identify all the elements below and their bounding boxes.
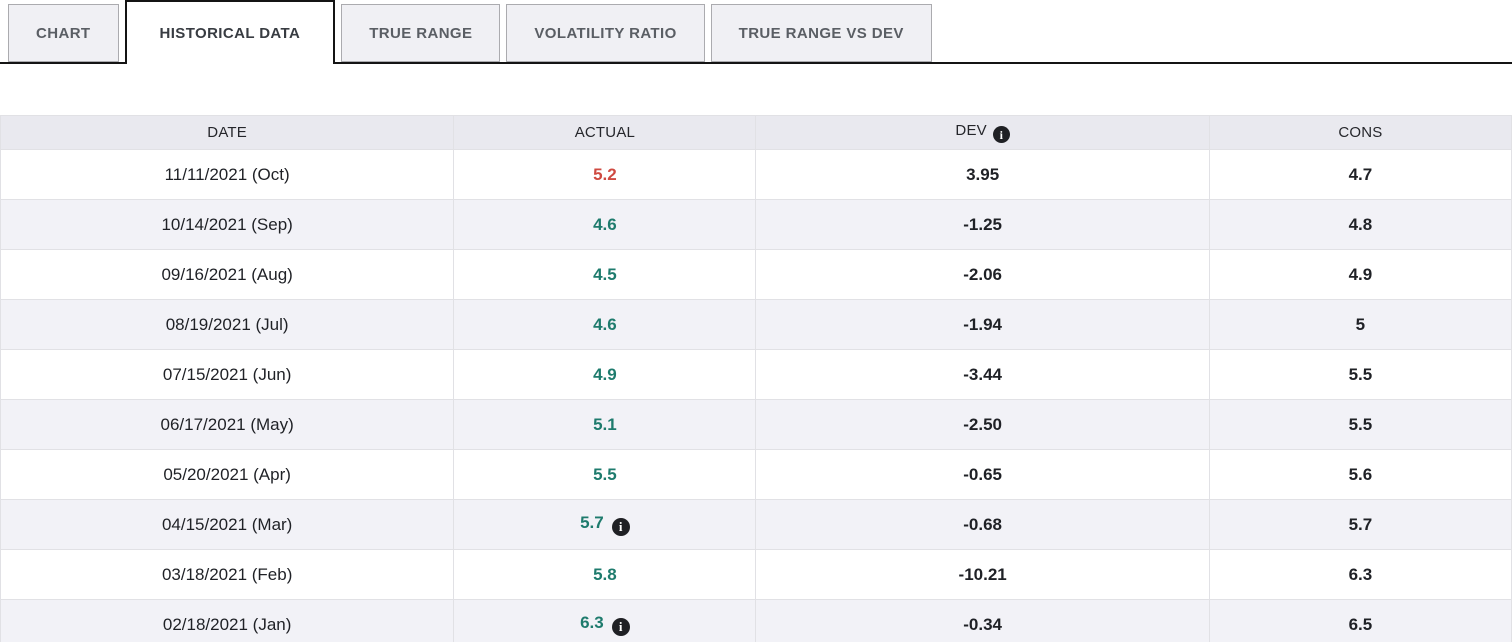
table-row: 06/17/2021 (May) 5.1 -2.50 5.5 [0, 399, 1512, 450]
column-header-actual-label: ACTUAL [574, 124, 636, 141]
cons-cell: 4.7 [1208, 149, 1512, 200]
dev-cell: -2.06 [755, 249, 1210, 300]
dev-cell: -10.21 [755, 549, 1210, 600]
column-header-actual: ACTUAL [453, 115, 757, 150]
actual-cell: 5.1 [453, 399, 757, 450]
cons-cell: 5.5 [1208, 349, 1512, 400]
actual-cell: 4.6 [453, 199, 757, 250]
table-row: 09/16/2021 (Aug) 4.5 -2.06 4.9 [0, 249, 1512, 300]
tab-bar: CHART HISTORICAL DATA TRUE RANGE VOLATIL… [0, 0, 1512, 64]
tab-historical-data[interactable]: HISTORICAL DATA [124, 0, 336, 64]
cons-cell: 5.5 [1208, 399, 1512, 450]
actual-cell: 5.7 i [453, 499, 757, 550]
tab-volatility-ratio[interactable]: VOLATILITY RATIO [506, 4, 705, 62]
actual-cell: 6.3 i [453, 599, 757, 642]
actual-cell: 4.6 [453, 299, 757, 350]
actual-cell: 5.5 [453, 449, 757, 500]
table-row: 11/11/2021 (Oct) 5.2 3.95 4.7 [0, 149, 1512, 200]
date-cell: 03/18/2021 (Feb) [0, 549, 455, 600]
cons-cell: 5.6 [1208, 449, 1512, 500]
cons-cell: 4.9 [1208, 249, 1512, 300]
cons-cell: 6.3 [1208, 549, 1512, 600]
column-header-cons-label: CONS [1338, 124, 1383, 141]
table-header-row: DATE ACTUAL DEV i CONS [0, 115, 1512, 150]
actual-info-icon[interactable]: i [611, 517, 630, 536]
column-header-date-label: DATE [207, 124, 247, 141]
actual-cell: 5.8 [453, 549, 757, 600]
date-cell: 10/14/2021 (Sep) [0, 199, 455, 250]
historical-data-table: DATE ACTUAL DEV i CONS 11/11/2021 (Oct) 5… [0, 115, 1512, 642]
dev-cell: 3.95 [755, 149, 1210, 200]
column-header-date: DATE [0, 115, 455, 150]
dev-cell: -1.94 [755, 299, 1210, 350]
date-cell: 02/18/2021 (Jan) [0, 599, 455, 642]
date-cell: 07/15/2021 (Jun) [0, 349, 455, 400]
dev-cell: -0.65 [755, 449, 1210, 500]
table-row: 05/20/2021 (Apr) 5.5 -0.65 5.6 [0, 449, 1512, 500]
cons-cell: 6.5 [1208, 599, 1512, 642]
actual-cell: 4.9 [453, 349, 757, 400]
dev-cell: -3.44 [755, 349, 1210, 400]
dev-cell: -2.50 [755, 399, 1210, 450]
actual-info-icon[interactable]: i [611, 617, 630, 636]
date-cell: 11/11/2021 (Oct) [0, 149, 455, 200]
table-row: 04/15/2021 (Mar) 5.7 i -0.68 5.7 [0, 499, 1512, 550]
dev-cell: -1.25 [755, 199, 1210, 250]
table-row: 03/18/2021 (Feb) 5.8 -10.21 6.3 [0, 549, 1512, 600]
date-cell: 09/16/2021 (Aug) [0, 249, 455, 300]
column-header-dev-label: DEV [955, 121, 987, 139]
cons-cell: 5 [1208, 299, 1512, 350]
dev-cell: -0.68 [755, 499, 1210, 550]
cons-cell: 5.7 [1208, 499, 1512, 550]
date-cell: 08/19/2021 (Jul) [0, 299, 455, 350]
dev-cell: -0.34 [755, 599, 1210, 642]
date-cell: 06/17/2021 (May) [0, 399, 455, 450]
tab-true-range-vs-dev[interactable]: TRUE RANGE VS DEV [710, 4, 932, 62]
date-cell: 04/15/2021 (Mar) [0, 499, 455, 550]
dev-info-icon[interactable]: i [992, 126, 1010, 144]
table-row: 02/18/2021 (Jan) 6.3 i -0.34 6.5 [0, 599, 1512, 642]
cons-cell: 4.8 [1208, 199, 1512, 250]
column-header-dev: DEV i [755, 115, 1210, 150]
table-row: 07/15/2021 (Jun) 4.9 -3.44 5.5 [0, 349, 1512, 400]
tab-true-range[interactable]: TRUE RANGE [341, 4, 501, 62]
table-row: 10/14/2021 (Sep) 4.6 -1.25 4.8 [0, 199, 1512, 250]
tab-chart[interactable]: CHART [8, 4, 119, 62]
actual-cell: 4.5 [453, 249, 757, 300]
date-cell: 05/20/2021 (Apr) [0, 449, 455, 500]
column-header-cons: CONS [1208, 115, 1512, 150]
actual-cell: 5.2 [453, 149, 757, 200]
table-row: 08/19/2021 (Jul) 4.6 -1.94 5 [0, 299, 1512, 350]
